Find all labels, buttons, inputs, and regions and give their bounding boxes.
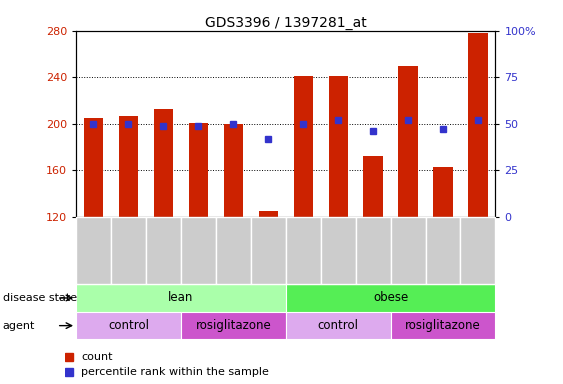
- Bar: [224, 124, 243, 217]
- Bar: [468, 33, 488, 217]
- Title: GDS3396 / 1397281_at: GDS3396 / 1397281_at: [205, 16, 367, 30]
- Text: GSM172988: GSM172988: [473, 220, 482, 275]
- Text: GSM172980: GSM172980: [124, 220, 133, 275]
- Text: GSM172990: GSM172990: [369, 220, 378, 275]
- Bar: [286, 284, 495, 312]
- Bar: [181, 312, 286, 339]
- Text: GSM172986: GSM172986: [439, 220, 448, 275]
- Bar: [329, 76, 348, 217]
- Bar: [293, 76, 313, 217]
- Text: control: control: [108, 319, 149, 332]
- Text: percentile rank within the sample: percentile rank within the sample: [81, 367, 269, 377]
- Text: disease state: disease state: [3, 293, 77, 303]
- Bar: [391, 312, 495, 339]
- Bar: [119, 116, 138, 217]
- Bar: [399, 66, 418, 217]
- Text: GSM172985: GSM172985: [404, 220, 413, 275]
- Bar: [286, 312, 391, 339]
- Bar: [189, 122, 208, 217]
- Bar: [76, 312, 181, 339]
- Bar: [258, 211, 278, 217]
- Text: GSM172987: GSM172987: [299, 220, 308, 275]
- Text: GSM172983: GSM172983: [229, 220, 238, 275]
- Text: GSM172979: GSM172979: [89, 220, 98, 275]
- Text: lean: lean: [168, 291, 194, 305]
- Text: rosiglitazone: rosiglitazone: [405, 319, 481, 332]
- Bar: [154, 109, 173, 217]
- Bar: [84, 118, 103, 217]
- Text: count: count: [81, 352, 113, 362]
- Bar: [364, 156, 383, 217]
- Text: GSM172982: GSM172982: [194, 220, 203, 275]
- Bar: [76, 284, 286, 312]
- Text: rosiglitazone: rosiglitazone: [195, 319, 271, 332]
- Text: GSM172984: GSM172984: [263, 220, 272, 275]
- Text: GSM172989: GSM172989: [334, 220, 343, 275]
- Text: agent: agent: [3, 321, 35, 331]
- Text: control: control: [318, 319, 359, 332]
- Bar: [434, 167, 453, 217]
- Text: obese: obese: [373, 291, 408, 305]
- Text: GSM172981: GSM172981: [159, 220, 168, 275]
